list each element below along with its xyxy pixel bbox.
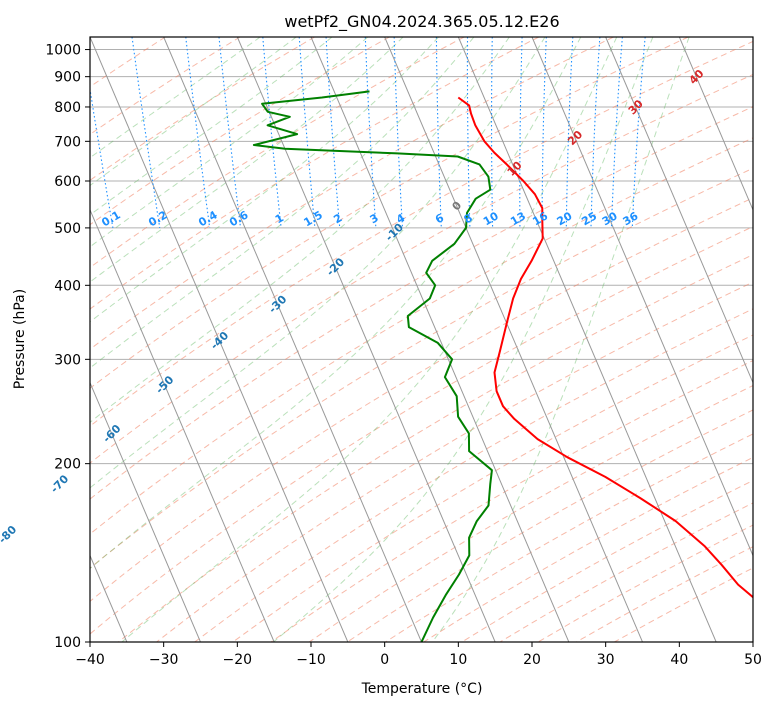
y-tick-label: 100 (54, 635, 81, 651)
plot-frame (89, 36, 754, 643)
x-tick-label: −40 (75, 652, 105, 668)
dry-adiabat (90, 73, 753, 464)
x-tick-label: −20 (223, 652, 253, 668)
x-tick-label: 50 (744, 652, 762, 668)
mixing-ratio-line (90, 85, 114, 228)
temperature-profile (457, 96, 753, 599)
y-tick-label: 800 (54, 100, 81, 116)
x-tick-label: 0 (380, 652, 389, 668)
x-axis-label: Temperature (°C) (361, 681, 483, 697)
moist-adiabat (90, 37, 404, 283)
moist-adiabat (121, 37, 618, 642)
moist-adiabat (90, 37, 510, 423)
dry-adiabat (90, 167, 753, 569)
moist-adiabat (90, 37, 369, 248)
x-tick-label: 40 (670, 652, 688, 668)
y-tick-label: 500 (54, 221, 81, 237)
y-tick-label: 900 (54, 70, 81, 86)
dry-adiabat (90, 37, 390, 226)
dry-adiabat (90, 40, 753, 427)
mixing-ratio-line (262, 37, 282, 228)
x-tick-label: −30 (149, 652, 179, 668)
y-tick-label: 1000 (45, 43, 81, 59)
moist-adiabat (90, 37, 261, 159)
y-tick-label: 300 (54, 352, 81, 368)
moist-adiabat (90, 37, 475, 369)
isotherm (90, 381, 201, 642)
isotherm (678, 37, 753, 212)
y-tick-label: 200 (54, 457, 81, 473)
x-tick-label: 10 (449, 652, 467, 668)
isotherm (531, 37, 753, 557)
dry-adiabat (90, 37, 614, 350)
dry-adiabat (232, 334, 753, 642)
x-tick-label: −10 (296, 652, 326, 668)
mixing-ratio-line (218, 37, 242, 228)
moist-adiabat (90, 37, 333, 216)
isotherm (457, 37, 717, 642)
mixing-ratio-line (185, 37, 211, 228)
isotherm (90, 208, 275, 642)
dry-adiabat (194, 308, 753, 642)
mixing-ratio-line (298, 37, 316, 228)
background-lines (90, 37, 753, 642)
dewpoint-profile (252, 90, 493, 642)
y-tick-label: 400 (54, 278, 81, 294)
mixing-ratio-line (131, 37, 161, 228)
x-tick-label: 20 (523, 652, 541, 668)
isotherm (384, 37, 643, 642)
y-axis: 100 200 300 400 500 600 700 800 900 1000 (45, 43, 90, 651)
moist-adiabat (273, 37, 654, 642)
dry-adiabat (90, 226, 753, 635)
x-tick-label: 30 (597, 652, 615, 668)
dry-adiabat (90, 137, 753, 535)
dry-adiabat (90, 197, 753, 603)
moist-adiabat (90, 37, 439, 323)
y-tick-label: 600 (54, 174, 81, 190)
mixing-ratio-line (631, 37, 646, 228)
y-axis-label: Pressure (hPa) (12, 289, 28, 389)
moist-adiabat (431, 37, 690, 642)
y-tick-label: 700 (54, 134, 81, 150)
isotherm (605, 37, 753, 384)
dry-adiabat (90, 37, 540, 310)
chart-title: wetPf2_GN04.2024.365.05.12.E26 (284, 12, 559, 32)
series-layer (252, 90, 753, 642)
moist-adiabat (90, 37, 297, 187)
dry-adiabat (90, 37, 315, 181)
x-axis: −40 −30 −20 −10 0 10 20 30 40 50 (75, 642, 762, 668)
isotherm (90, 37, 349, 642)
isotherm (163, 37, 422, 642)
isotherm (310, 37, 570, 642)
dry-adiabat (90, 106, 753, 500)
